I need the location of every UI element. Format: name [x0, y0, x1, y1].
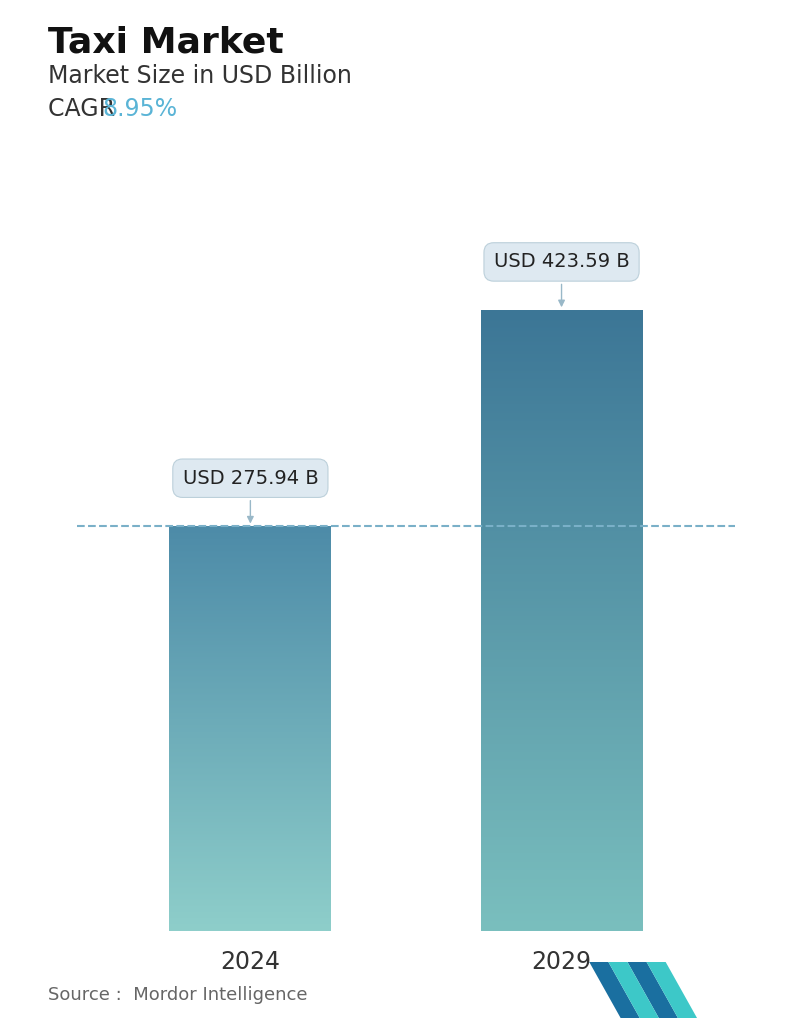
Polygon shape: [589, 962, 640, 1018]
Text: USD 275.94 B: USD 275.94 B: [182, 468, 318, 522]
Text: USD 423.59 B: USD 423.59 B: [494, 252, 630, 306]
Text: Taxi Market: Taxi Market: [48, 26, 283, 60]
Text: Source :  Mordor Intelligence: Source : Mordor Intelligence: [48, 985, 307, 1004]
Polygon shape: [646, 962, 697, 1018]
Text: CAGR: CAGR: [48, 97, 123, 121]
Text: Market Size in USD Billion: Market Size in USD Billion: [48, 64, 352, 88]
Text: 8.95%: 8.95%: [102, 97, 177, 121]
Polygon shape: [627, 962, 678, 1018]
Polygon shape: [608, 962, 659, 1018]
